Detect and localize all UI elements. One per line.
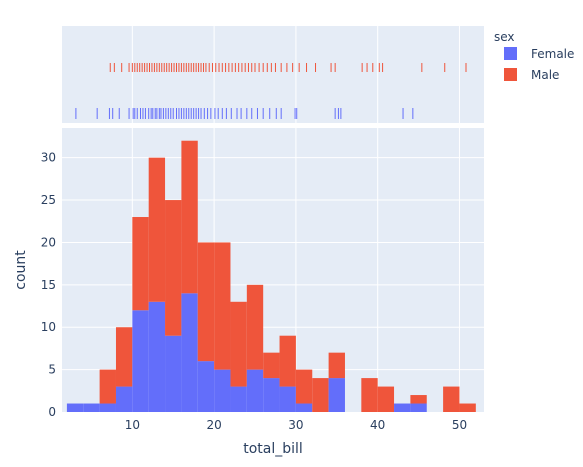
histogram-bar (312, 378, 329, 412)
histogram-bar (295, 403, 313, 412)
histogram-bar (197, 242, 215, 362)
y-tick-label: 25 (41, 193, 56, 207)
legend-label-male: Male (531, 68, 559, 82)
histogram-bar (148, 301, 166, 412)
y-tick-labels: 0 5 10 15 20 25 30 (41, 151, 56, 419)
histogram-bar (115, 386, 133, 412)
histogram-bar (410, 395, 427, 404)
legend-title: sex (494, 30, 515, 44)
x-tick-label: 10 (125, 418, 140, 432)
histogram-bar (459, 403, 476, 412)
histogram-bar (410, 403, 427, 412)
histogram-bar (148, 157, 166, 302)
histogram-bar (230, 301, 247, 387)
histogram-bar (328, 378, 345, 412)
y-tick-label: 0 (48, 405, 56, 419)
histogram-bar (214, 242, 231, 370)
histogram-bar (66, 403, 84, 412)
x-tick-label: 30 (288, 418, 303, 432)
histogram-bar (279, 386, 296, 412)
histogram-bar (165, 200, 182, 336)
histogram-bar (132, 310, 149, 412)
histogram-bar (132, 217, 149, 311)
histogram-bar (83, 403, 100, 412)
legend-swatch-female (504, 47, 517, 60)
histogram-bar (263, 378, 280, 412)
x-tick-label: 40 (370, 418, 385, 432)
histogram-panel: 10 20 30 40 50 0 5 10 15 20 25 30 total_bill count (13, 128, 484, 457)
y-axis-title: count (13, 250, 29, 290)
rug-plot-background (62, 26, 484, 123)
histogram-bar (377, 386, 395, 412)
rug-gridlines (131, 26, 460, 123)
legend-items: Female Male (504, 47, 574, 82)
y-tick-label: 10 (41, 320, 56, 334)
x-tick-label: 20 (206, 418, 221, 432)
histogram-bar (246, 284, 264, 370)
histogram-bar (99, 403, 116, 412)
histogram-bar (443, 386, 460, 412)
histogram-bar (230, 386, 247, 412)
histogram-bar (279, 335, 296, 387)
legend-label-female: Female (531, 47, 574, 61)
legend: sex Female Male (494, 30, 574, 82)
histogram-bar (246, 369, 264, 412)
histogram-bar (181, 140, 198, 294)
histogram-bar (181, 293, 198, 412)
legend-swatch-male (504, 68, 517, 81)
histogram-bar (394, 403, 411, 412)
y-tick-label: 15 (41, 278, 56, 292)
x-axis-title: total_bill (243, 441, 303, 457)
x-tick-label: 50 (452, 418, 467, 432)
x-tick-labels: 10 20 30 40 50 (125, 418, 467, 432)
y-tick-label: 20 (41, 235, 56, 249)
rug-marks (75, 63, 467, 119)
histogram-bar (214, 369, 231, 412)
histogram-bar (165, 335, 182, 412)
rug-plot-panel (62, 26, 484, 123)
histogram-bars (66, 140, 476, 412)
y-tick-label: 30 (41, 151, 56, 165)
histogram-bar (263, 352, 280, 379)
histogram-bar (197, 361, 215, 412)
histogram-bar (295, 369, 313, 404)
histogram-bar (99, 369, 116, 404)
histogram-bar (361, 378, 378, 412)
y-tick-label: 5 (48, 363, 56, 377)
histogram-bar (115, 327, 133, 387)
histogram-bar (328, 352, 345, 379)
